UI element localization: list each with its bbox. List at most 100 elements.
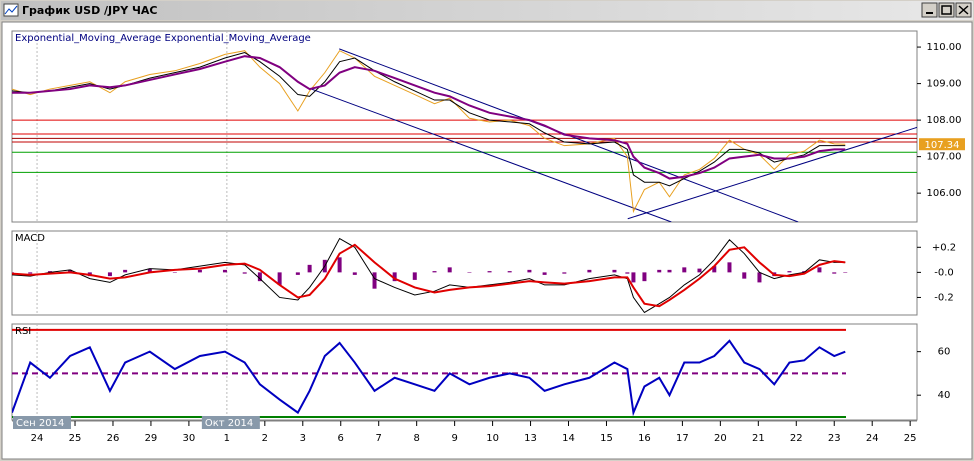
histogram-bar (68, 269, 73, 273)
maximize-button[interactable] (938, 2, 955, 18)
x-tick-label: 1 (224, 433, 230, 444)
histogram-bar (372, 272, 377, 289)
y-tick-label: 106.00 (927, 188, 962, 199)
histogram-bar (587, 269, 592, 273)
x-tick-label: 25 (69, 433, 82, 444)
histogram-bar (447, 267, 452, 273)
trend-line (627, 126, 917, 220)
histogram-bar (172, 272, 177, 273)
y-tick-label: 40 (938, 390, 951, 401)
panel-label: Exponential_Moving_Average Exponential_M… (15, 33, 311, 44)
panel-plot (12, 31, 917, 222)
histogram-bar (147, 268, 152, 273)
month-label-box (201, 416, 260, 429)
x-tick-label: 29 (145, 433, 158, 444)
last-price-label: 107.34 (925, 140, 960, 151)
x-tick-label: 17 (676, 433, 689, 444)
histogram-bar (337, 257, 342, 273)
histogram-bar (277, 272, 282, 285)
x-tick-label: 15 (600, 433, 613, 444)
histogram-bar (392, 272, 397, 282)
x-tick-label: 24 (31, 433, 44, 444)
histogram-bar (562, 272, 567, 274)
histogram-bar (307, 264, 312, 273)
y-tick-label: 107.00 (927, 152, 962, 163)
series-line (12, 339, 846, 417)
x-tick-label: 14 (562, 433, 575, 444)
histogram-bar (832, 272, 837, 274)
y-tick-label: +0.2 (932, 242, 956, 253)
histogram-bar (542, 272, 547, 275)
histogram-bar (295, 272, 300, 275)
x-tick-label: 22 (790, 433, 803, 444)
histogram-bar (197, 269, 202, 273)
histogram-bar (843, 272, 848, 273)
x-tick-label: 24 (866, 433, 879, 444)
minimize-button[interactable] (921, 2, 938, 18)
series-line (12, 50, 846, 214)
histogram-bar (667, 269, 672, 273)
histogram-bar (612, 269, 617, 273)
y-tick-label: 108.00 (927, 115, 962, 126)
histogram-bar (352, 272, 357, 275)
month-label: Окт 2014 (205, 418, 253, 429)
x-tick-label: 10 (486, 433, 499, 444)
y-tick-label: 60 (938, 347, 951, 358)
series-line (12, 52, 846, 187)
histogram-bar (631, 272, 636, 283)
x-tick-label: 26 (107, 433, 120, 444)
y-tick-label: -0.2 (934, 292, 954, 303)
histogram-bar (817, 267, 822, 273)
histogram-bar (757, 272, 762, 283)
histogram-bar (487, 271, 492, 273)
month-label-box (13, 416, 71, 429)
title-bar (1, 1, 973, 20)
histogram-bar (107, 272, 112, 277)
histogram-bar (625, 272, 630, 274)
x-tick-label: 2 (262, 433, 268, 444)
histogram-bar (527, 269, 532, 273)
series-line (12, 243, 846, 308)
histogram-bar (507, 271, 512, 273)
series-line (12, 55, 846, 180)
window-title: График USD /JPY ЧАС (22, 4, 157, 17)
histogram-bar (742, 272, 747, 279)
histogram-bar (657, 269, 662, 273)
panel (11, 230, 918, 316)
x-tick-label: 7 (376, 433, 382, 444)
histogram-bar (642, 272, 647, 282)
x-tick-label: 3 (300, 433, 306, 444)
histogram-bar (787, 271, 792, 273)
histogram-bar (242, 272, 247, 274)
y-tick-label: 109.00 (927, 79, 962, 90)
histogram-bar (222, 269, 227, 273)
window-icon (3, 3, 19, 17)
x-tick-label: 16 (638, 433, 651, 444)
histogram-bar (682, 267, 687, 273)
panel-plot (12, 324, 846, 420)
histogram-bar (123, 269, 128, 273)
panel-label: RSI (15, 326, 31, 337)
x-tick-label: 30 (183, 433, 196, 444)
x-tick-label: 20 (714, 433, 727, 444)
x-tick-label: 6 (338, 433, 344, 444)
panel-label: MACD (15, 233, 45, 244)
histogram-bar (467, 272, 472, 273)
histogram-bar (727, 262, 732, 273)
histogram-bar (712, 266, 717, 273)
histogram-bar (47, 271, 52, 273)
y-tick-label: -0.0 (934, 267, 954, 278)
x-tick-label: 13 (524, 433, 537, 444)
panel-plot (12, 231, 848, 315)
histogram-bar (412, 272, 417, 280)
histogram-bar (697, 268, 702, 273)
trend-line (310, 88, 672, 222)
close-button[interactable] (955, 2, 972, 18)
x-tick-label: 21 (752, 433, 765, 444)
histogram-bar (28, 272, 33, 274)
histogram-bar (257, 272, 262, 282)
panel (11, 30, 918, 223)
month-label: Сен 2014 (16, 418, 64, 429)
y-tick-label: 110.00 (927, 42, 962, 53)
